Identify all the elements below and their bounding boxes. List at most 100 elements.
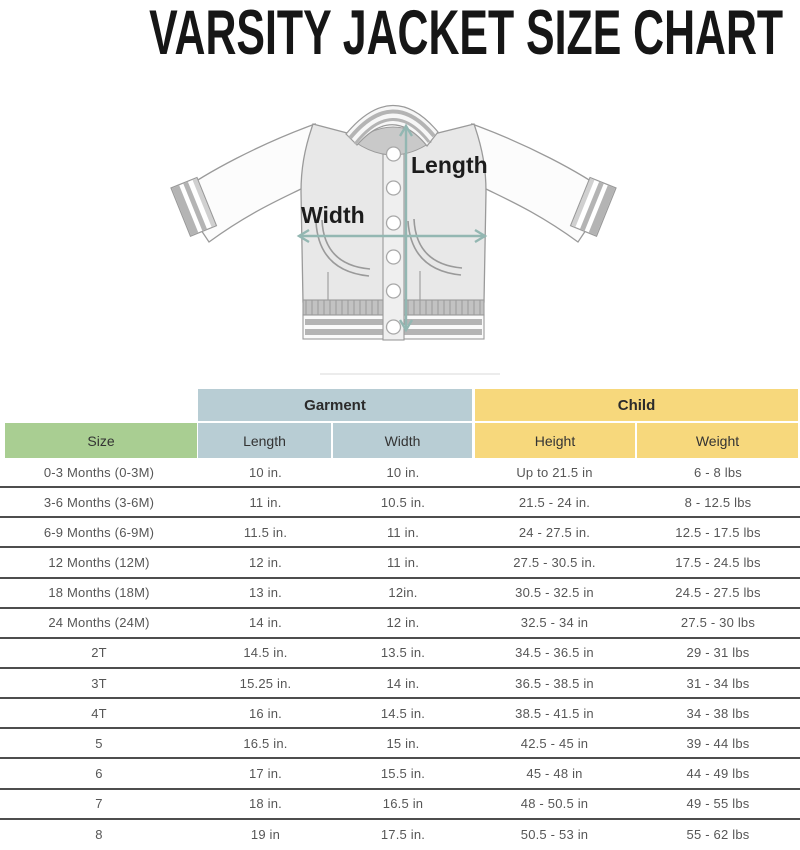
cell-size: 18 Months (18M) [48,585,150,601]
snap-buttons [385,146,402,335]
cell-size: 12 Months (12M) [48,554,150,570]
cell-weight: 55 - 62 lbs [686,827,750,843]
table-row: 0-3 Months (0-3M) 10 in. 10 in. Up to 21.5 … [0,458,800,489]
cell-size: 6-9 Months (6-9M) [43,524,155,540]
cell-length: 14.5 in. [243,645,288,661]
cell-height: 21.5 - 24 in. [518,494,591,510]
table-row: 24 Months (24M) 14 in. 12 in. 32.5 - 34 in 2… [0,609,800,639]
cell-weight: 8 - 12.5 lbs [684,494,752,510]
cell-weight: 39 - 44 lbs [686,735,750,751]
cell-width: 10 in. [386,464,420,480]
cell-height: 42.5 - 45 in [520,735,589,751]
length-label: Length [411,152,488,178]
col-header-size: Size [5,423,197,458]
table-row: 4T 16 in. 14.5 in. 38.5 - 41.5 in 34 - 38 lb… [0,699,800,730]
table-row: 7 18 in. 16.5 in 48 - 50.5 in 49 - 55 lbs [0,790,800,820]
cell-length: 10 in. [248,464,282,480]
cell-height: 27.5 - 30.5 in. [513,554,596,570]
table-body: 0-3 Months (0-3M) 10 in. 10 in. Up to 21.5 … [0,458,800,850]
cell-width: 10.5 in. [380,494,426,510]
cell-height: 38.5 - 41.5 in [515,705,594,721]
cell-width: 12 in. [386,615,420,631]
cell-weight: 24.5 - 27.5 lbs [675,585,761,601]
cell-length: 11.5 in. [243,524,288,540]
cell-length: 16.5 in. [243,735,288,751]
cell-weight: 27.5 - 30 lbs [680,615,756,631]
cell-length: 18 in. [248,796,282,812]
cell-weight: 34 - 38 lbs [686,705,750,721]
group-header-child: Child [475,389,798,421]
cell-weight: 29 - 31 lbs [686,645,750,661]
table-row: 2T 14.5 in. 13.5 in. 34.5 - 36.5 in 29 - 31 … [0,639,800,669]
cell-length: 11 in. [249,494,282,510]
table-row: 5 16.5 in. 15 in. 42.5 - 45 in 39 - 44 lbs [0,729,800,760]
table-row: 6 17 in. 15.5 in. 45 - 48 in 44 - 49 lbs [0,759,800,790]
cell-width: 11 in. [386,554,420,570]
length-arrow-icon [398,123,414,333]
cell-height: 48 - 50.5 in [520,796,589,812]
cell-length: 15.25 in. [239,675,292,691]
table-header: Garment Child Size Length Width Height W… [0,389,800,458]
cell-length: 16 in. [248,705,282,721]
col-header-weight: Weight [637,423,798,458]
shadow-line [320,373,500,375]
cell-height: Up to 21.5 in [516,464,593,480]
col-header-length: Length [198,423,331,458]
cell-width: 12in. [388,585,418,601]
right-sleeve [471,122,617,243]
cell-height: 50.5 - 53 in [520,827,589,843]
size-chart-table: Garment Child Size Length Width Height W… [0,389,800,850]
cell-size: 3-6 Months (3-6M) [43,494,155,510]
cell-height: 30.5 - 32.5 in [515,585,594,601]
table-row: 12 Months (12M) 12 in. 11 in. 27.5 - 30.5 i… [0,548,800,579]
cell-size: 3T [91,675,107,691]
cell-width: 11 in. [386,524,420,540]
table-row: 3T 15.25 in. 14 in. 36.5 - 38.5 in 31 - 34 l… [0,669,800,700]
cell-width: 17.5 in. [380,827,426,843]
cell-size: 7 [95,796,103,812]
width-label: Width [301,202,365,228]
jacket-placket [382,135,405,341]
cell-weight: 6 - 8 lbs [693,464,743,480]
cell-width: 14.5 in. [380,705,426,721]
cell-weight: 17.5 - 24.5 lbs [675,554,761,570]
cell-size: 2T [91,645,107,661]
jacket-collar [345,104,439,147]
cell-length: 19 in [250,827,281,843]
group-header-garment: Garment [198,389,472,421]
col-header-width: Width [333,423,472,458]
left-cuff [170,176,218,237]
cell-width: 13.5 in. [380,645,426,661]
cell-height: 36.5 - 38.5 in [515,675,594,691]
cell-height: 24 - 27.5 in. [518,524,591,540]
jacket-pockets [315,218,463,300]
cell-length: 13 in. [248,585,282,601]
cell-width: 14 in. [386,675,420,691]
cell-height: 32.5 - 34 in [520,615,589,631]
cell-weight: 31 - 34 lbs [686,675,750,691]
cell-weight: 12.5 - 17.5 lbs [675,524,761,540]
cell-height: 45 - 48 in [526,765,583,781]
table-row: 18 Months (18M) 13 in. 12in. 30.5 - 32.5 in… [0,579,800,609]
cell-width: 15 in. [386,735,420,751]
col-header-height: Height [475,423,635,458]
page-title-text: VARSITY JACKET SIZE CHART [149,0,784,68]
cell-size: 6 [95,765,103,781]
left-sleeve [170,122,316,243]
table-row: 8 19 in 17.5 in. 50.5 - 53 in 55 - 62 lbs [0,820,800,850]
cell-length: 17 in. [248,765,282,781]
table-row: 6-9 Months (6-9M) 11.5 in. 11 in. 24 - 27.5… [0,518,800,549]
cell-size: 24 Months (24M) [48,615,150,631]
cell-width: 16.5 in [382,796,424,812]
cell-size: 0-3 Months (0-3M) [43,464,155,480]
page-title: VARSITY JACKET SIZE CHART [0,0,800,68]
jacket-diagram: Length Width [0,66,800,382]
width-arrow-icon [296,228,488,244]
cell-length: 12 in. [248,554,282,570]
right-cuff [569,176,617,237]
table-row: 3-6 Months (3-6M) 11 in. 10.5 in. 21.5 - 24… [0,488,800,519]
cell-weight: 44 - 49 lbs [686,765,750,781]
cell-size: 4T [91,705,107,721]
cell-length: 14 in. [248,615,282,631]
